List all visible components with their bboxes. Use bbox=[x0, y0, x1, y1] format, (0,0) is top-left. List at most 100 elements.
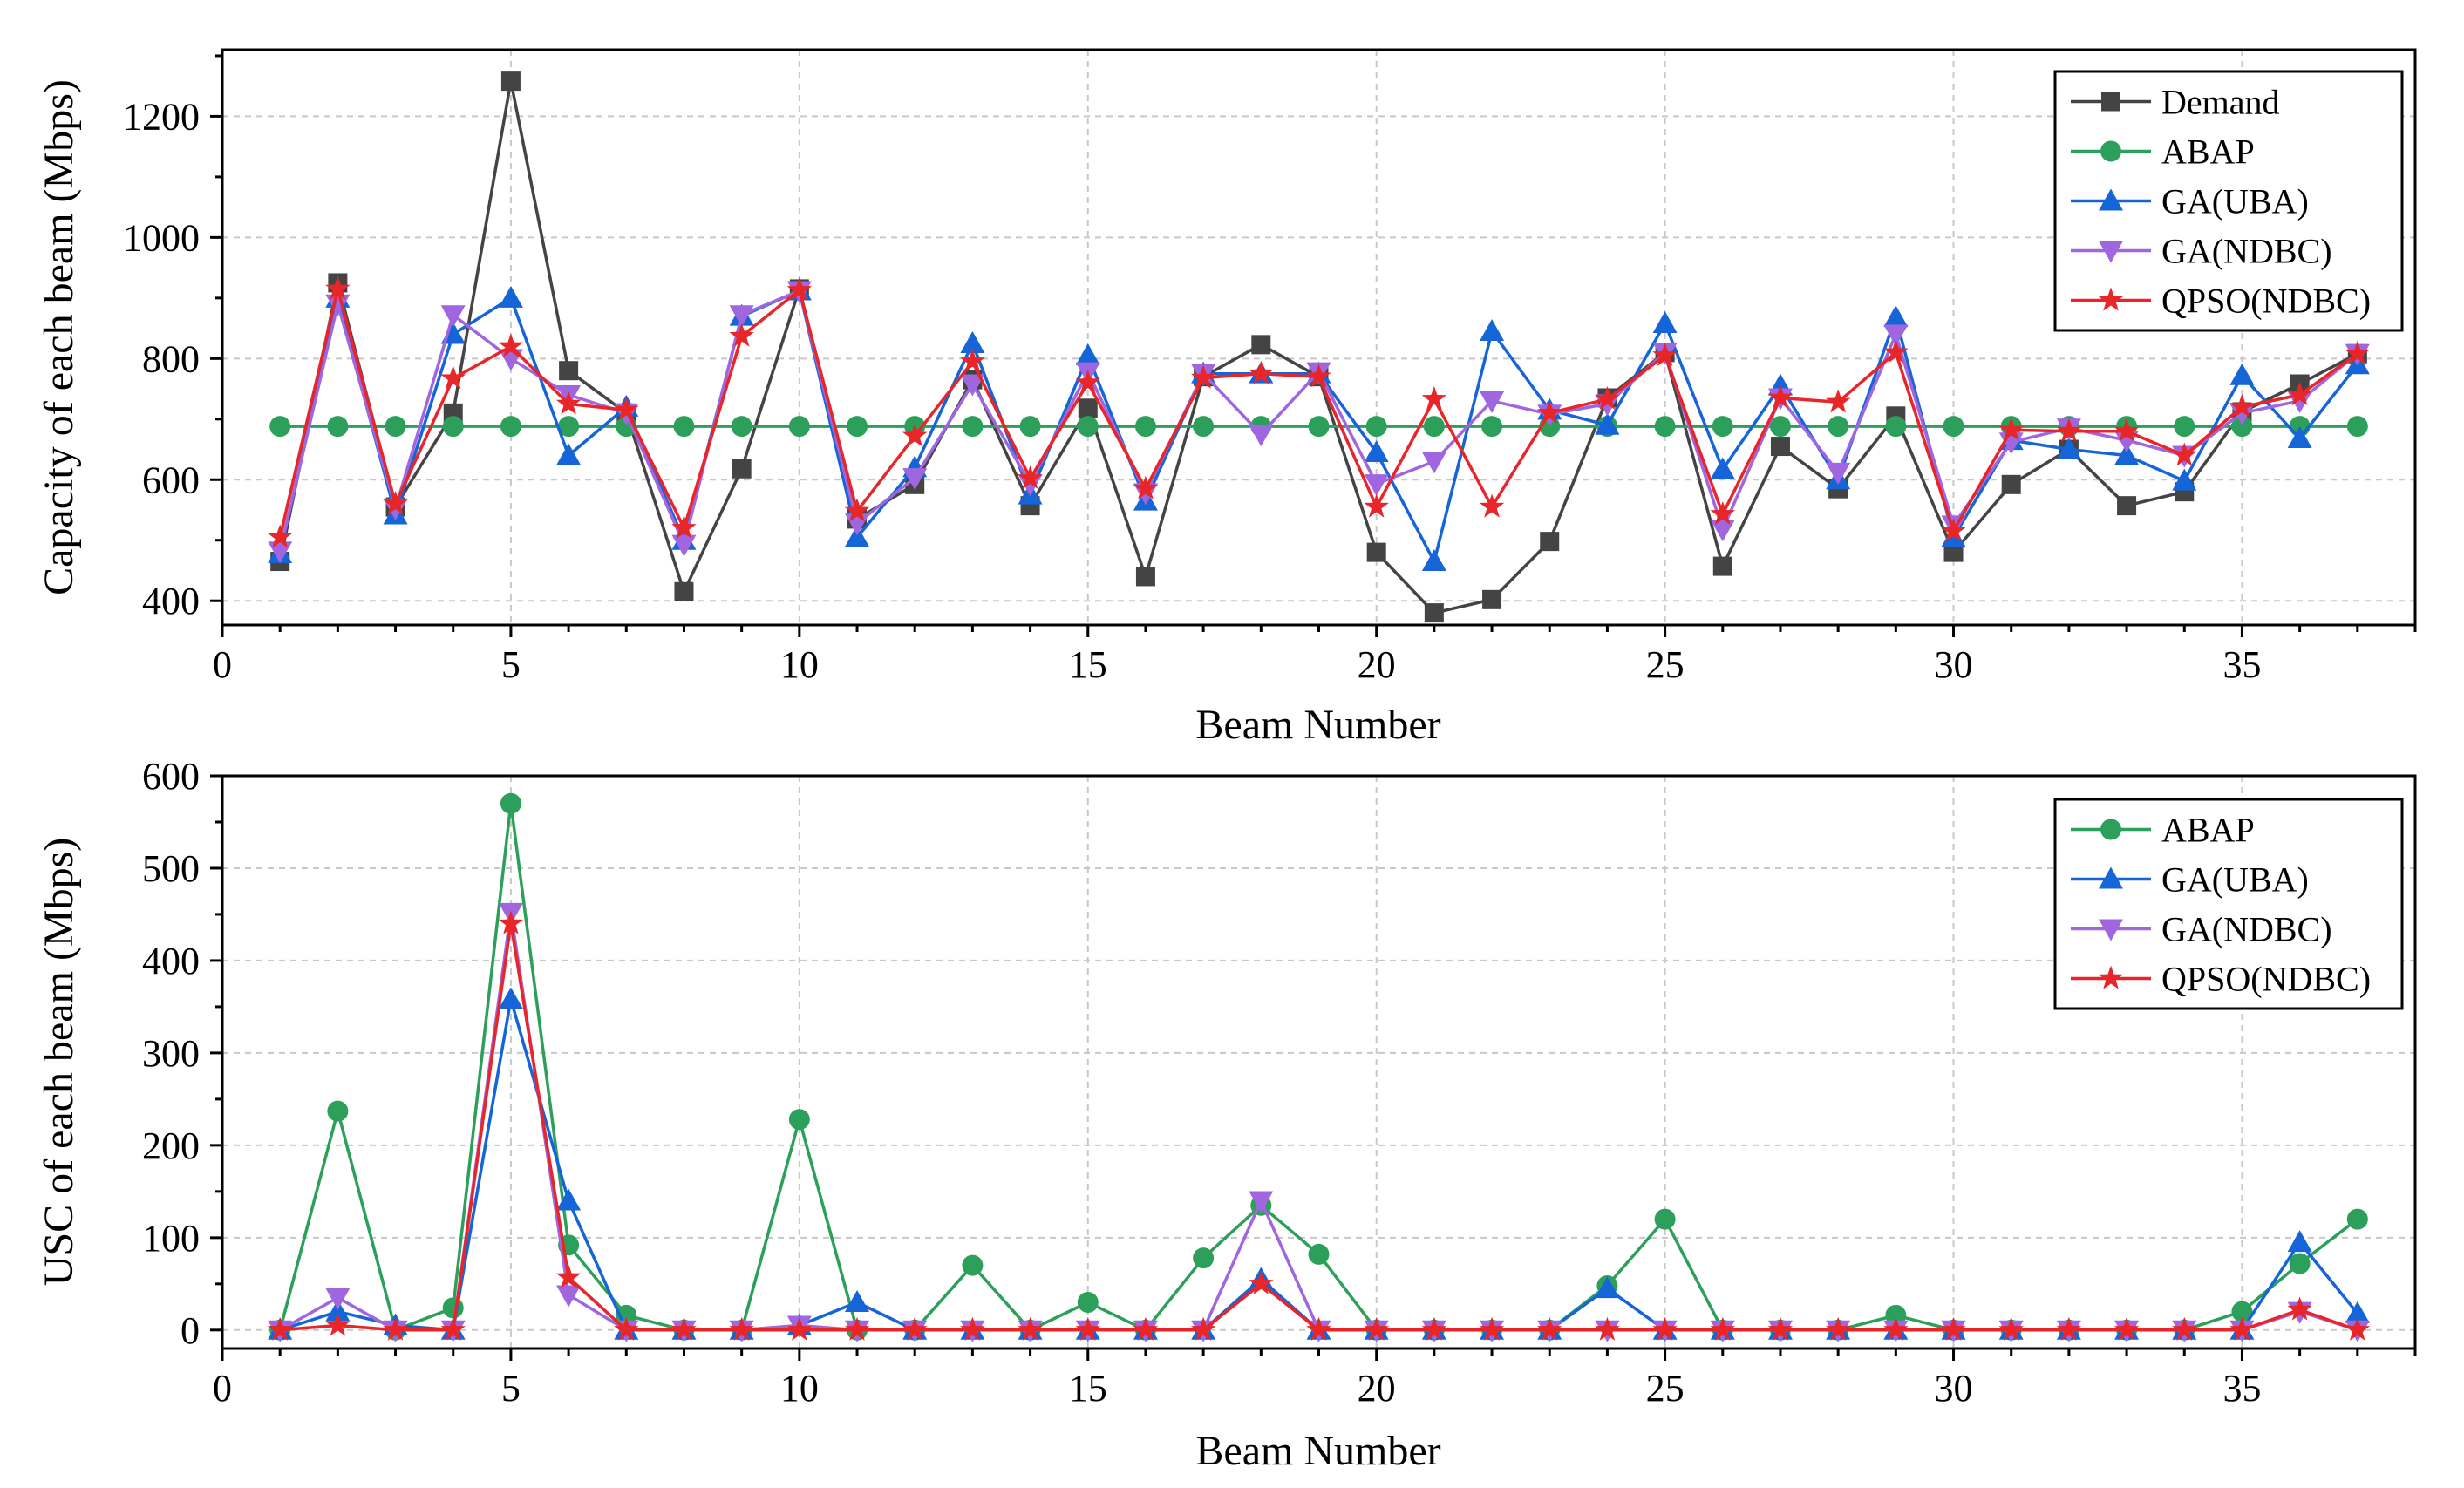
capacity-abap-point bbox=[1828, 416, 1849, 438]
capacity-demand-point bbox=[1943, 542, 1964, 562]
usc-qpso-ndbc-point bbox=[844, 1316, 870, 1341]
capacity-qpso-ndbc-point bbox=[2172, 442, 2197, 466]
usc-y-tick-label: 100 bbox=[142, 1217, 200, 1260]
capacity-y-axis-title: Capacity of each beam (Mbps) bbox=[36, 79, 82, 595]
usc-ga-uba-point bbox=[2345, 1301, 2370, 1323]
usc-ga-uba-point bbox=[2287, 1230, 2312, 1253]
usc-legend-marker-ga-ndbc bbox=[2099, 919, 2123, 941]
capacity-ga-ndbc-point bbox=[2114, 431, 2140, 453]
capacity-x-tick-label: 25 bbox=[1646, 643, 1685, 686]
usc-ga-uba-point bbox=[1595, 1276, 1620, 1299]
capacity-qpso-ndbc-point bbox=[1652, 342, 1678, 366]
capacity-qpso-ndbc-point bbox=[1941, 518, 1966, 542]
capacity-abap-point bbox=[2231, 416, 2253, 438]
capacity-demand-point bbox=[1424, 603, 1444, 623]
usc-legend-label-ga-uba: GA(UBA) bbox=[2161, 860, 2309, 900]
capacity-demand-point bbox=[1251, 335, 1271, 355]
usc-qpso-ndbc-point bbox=[555, 1264, 582, 1288]
capacity-abap-point bbox=[731, 416, 752, 438]
capacity-ga-ndbc-point bbox=[671, 534, 697, 557]
capacity-y-tick-label: 800 bbox=[142, 337, 200, 380]
usc-qpso-ndbc-point bbox=[1018, 1316, 1043, 1341]
capacity-abap-point bbox=[1134, 416, 1156, 438]
capacity-x-tick-label: 0 bbox=[213, 643, 232, 686]
usc-qpso-ndbc-point bbox=[2113, 1316, 2140, 1341]
capacity-y-tick-label: 400 bbox=[142, 580, 200, 622]
usc-qpso-ndbc-point bbox=[614, 1316, 639, 1341]
usc-qpso-ndbc-point bbox=[671, 1316, 697, 1341]
capacity-qpso-ndbc-point bbox=[1479, 493, 1505, 518]
usc-series-qpso-ndbc bbox=[267, 910, 2371, 1341]
usc-qpso-ndbc-point bbox=[2172, 1316, 2197, 1341]
capacity-legend-marker-qpso-ndbc bbox=[2098, 287, 2124, 311]
usc-qpso-ndbc-point bbox=[960, 1316, 985, 1341]
usc-legend-marker-abap bbox=[2100, 819, 2121, 840]
capacity-qpso-ndbc-point bbox=[2229, 393, 2255, 418]
usc-abap-point bbox=[327, 1100, 349, 1122]
capacity-abap-point bbox=[788, 416, 810, 438]
capacity-legend-label-demand: Demand bbox=[2161, 83, 2280, 122]
usc-y-tick-label: 300 bbox=[142, 1032, 200, 1075]
capacity-chart: Beam Number Capacity of each beam (Mbps)… bbox=[36, 48, 2417, 748]
usc-qpso-ndbc-point bbox=[1364, 1316, 1389, 1341]
capacity-abap-point bbox=[269, 416, 291, 438]
capacity-abap-point bbox=[1769, 416, 1791, 438]
capacity-demand-point bbox=[1135, 567, 1155, 587]
capacity-x-tick-label: 10 bbox=[780, 643, 819, 686]
capacity-demand-point bbox=[2117, 496, 2137, 516]
usc-abap-point bbox=[1077, 1292, 1099, 1314]
capacity-ga-uba-point bbox=[2056, 437, 2081, 459]
capacity-abap-point bbox=[385, 416, 406, 438]
capacity-demand-point bbox=[559, 361, 579, 381]
capacity-qpso-ndbc-point bbox=[2287, 382, 2312, 406]
capacity-qpso-ndbc-point bbox=[1767, 384, 1794, 409]
usc-y-tick-label: 400 bbox=[142, 940, 200, 982]
capacity-x-tick-label: 15 bbox=[1069, 643, 1107, 686]
capacity-ga-ndbc-point bbox=[1826, 462, 1851, 485]
capacity-series-qpso-ndbc bbox=[267, 275, 2371, 548]
capacity-ga-uba-point bbox=[498, 285, 523, 308]
usc-y-tick-label: 600 bbox=[142, 755, 200, 798]
capacity-qpso-ndbc-point bbox=[2113, 418, 2140, 442]
capacity-legend-label-ga-ndbc: GA(NDBC) bbox=[2161, 232, 2332, 271]
capacity-ga-ndbc-point bbox=[960, 374, 985, 397]
capacity-qpso-ndbc-point bbox=[1537, 399, 1562, 424]
capacity-abap-point bbox=[847, 416, 868, 438]
capacity-qpso-ndbc-point bbox=[498, 333, 524, 357]
capacity-grid bbox=[222, 50, 2415, 625]
usc-qpso-ndbc-point bbox=[2287, 1296, 2312, 1321]
capacity-x-tick-label: 35 bbox=[2222, 643, 2261, 686]
usc-qpso-ndbc-point bbox=[1595, 1316, 1620, 1341]
usc-y-tick-label: 500 bbox=[142, 847, 200, 890]
capacity-qpso-ndbc-point bbox=[1249, 360, 1274, 384]
capacity-legend-label-ga-uba: GA(UBA) bbox=[2161, 182, 2309, 221]
capacity-abap-point bbox=[1712, 416, 1733, 438]
capacity-qpso-ndbc-point bbox=[729, 323, 754, 347]
usc-ga-ndbc-line bbox=[279, 911, 2358, 1332]
usc-x-tick-label: 10 bbox=[780, 1367, 819, 1410]
capacity-qpso-ndbc-point bbox=[383, 491, 408, 515]
capacity-demand-point bbox=[1712, 556, 1732, 576]
capacity-ga-uba-point bbox=[1883, 305, 1909, 328]
capacity-ga-ndbc-point bbox=[1018, 474, 1043, 497]
capacity-ga-uba-point bbox=[2172, 468, 2197, 491]
usc-qpso-ndbc-point bbox=[1421, 1316, 1447, 1341]
capacity-qpso-ndbc-point bbox=[1421, 385, 1447, 410]
usc-x-tick-label: 35 bbox=[2222, 1367, 2261, 1410]
usc-qpso-ndbc-point bbox=[902, 1316, 928, 1341]
usc-qpso-ndbc-point bbox=[383, 1316, 408, 1341]
capacity-qpso-ndbc-point bbox=[671, 514, 697, 539]
usc-ga-uba-point bbox=[845, 1290, 870, 1313]
capacity-demand-point bbox=[2001, 474, 2021, 494]
usc-series-ga-uba bbox=[268, 987, 2370, 1340]
capacity-abap-point bbox=[1885, 416, 1907, 438]
usc-abap-point bbox=[788, 1109, 810, 1131]
usc-qpso-ndbc-point bbox=[2345, 1316, 2371, 1341]
usc-qpso-ndbc-point bbox=[1075, 1316, 1100, 1341]
capacity-qpso-ndbc-point bbox=[902, 423, 928, 447]
usc-legend: ABAP GA(UBA) GA(NDBC) QPSO(NDBC) bbox=[2053, 798, 2404, 1010]
capacity-abap-point bbox=[442, 416, 464, 438]
usc-abap-point bbox=[2289, 1253, 2311, 1274]
usc-qpso-ndbc-point bbox=[1941, 1316, 1966, 1341]
capacity-abap-point bbox=[1077, 416, 1099, 438]
